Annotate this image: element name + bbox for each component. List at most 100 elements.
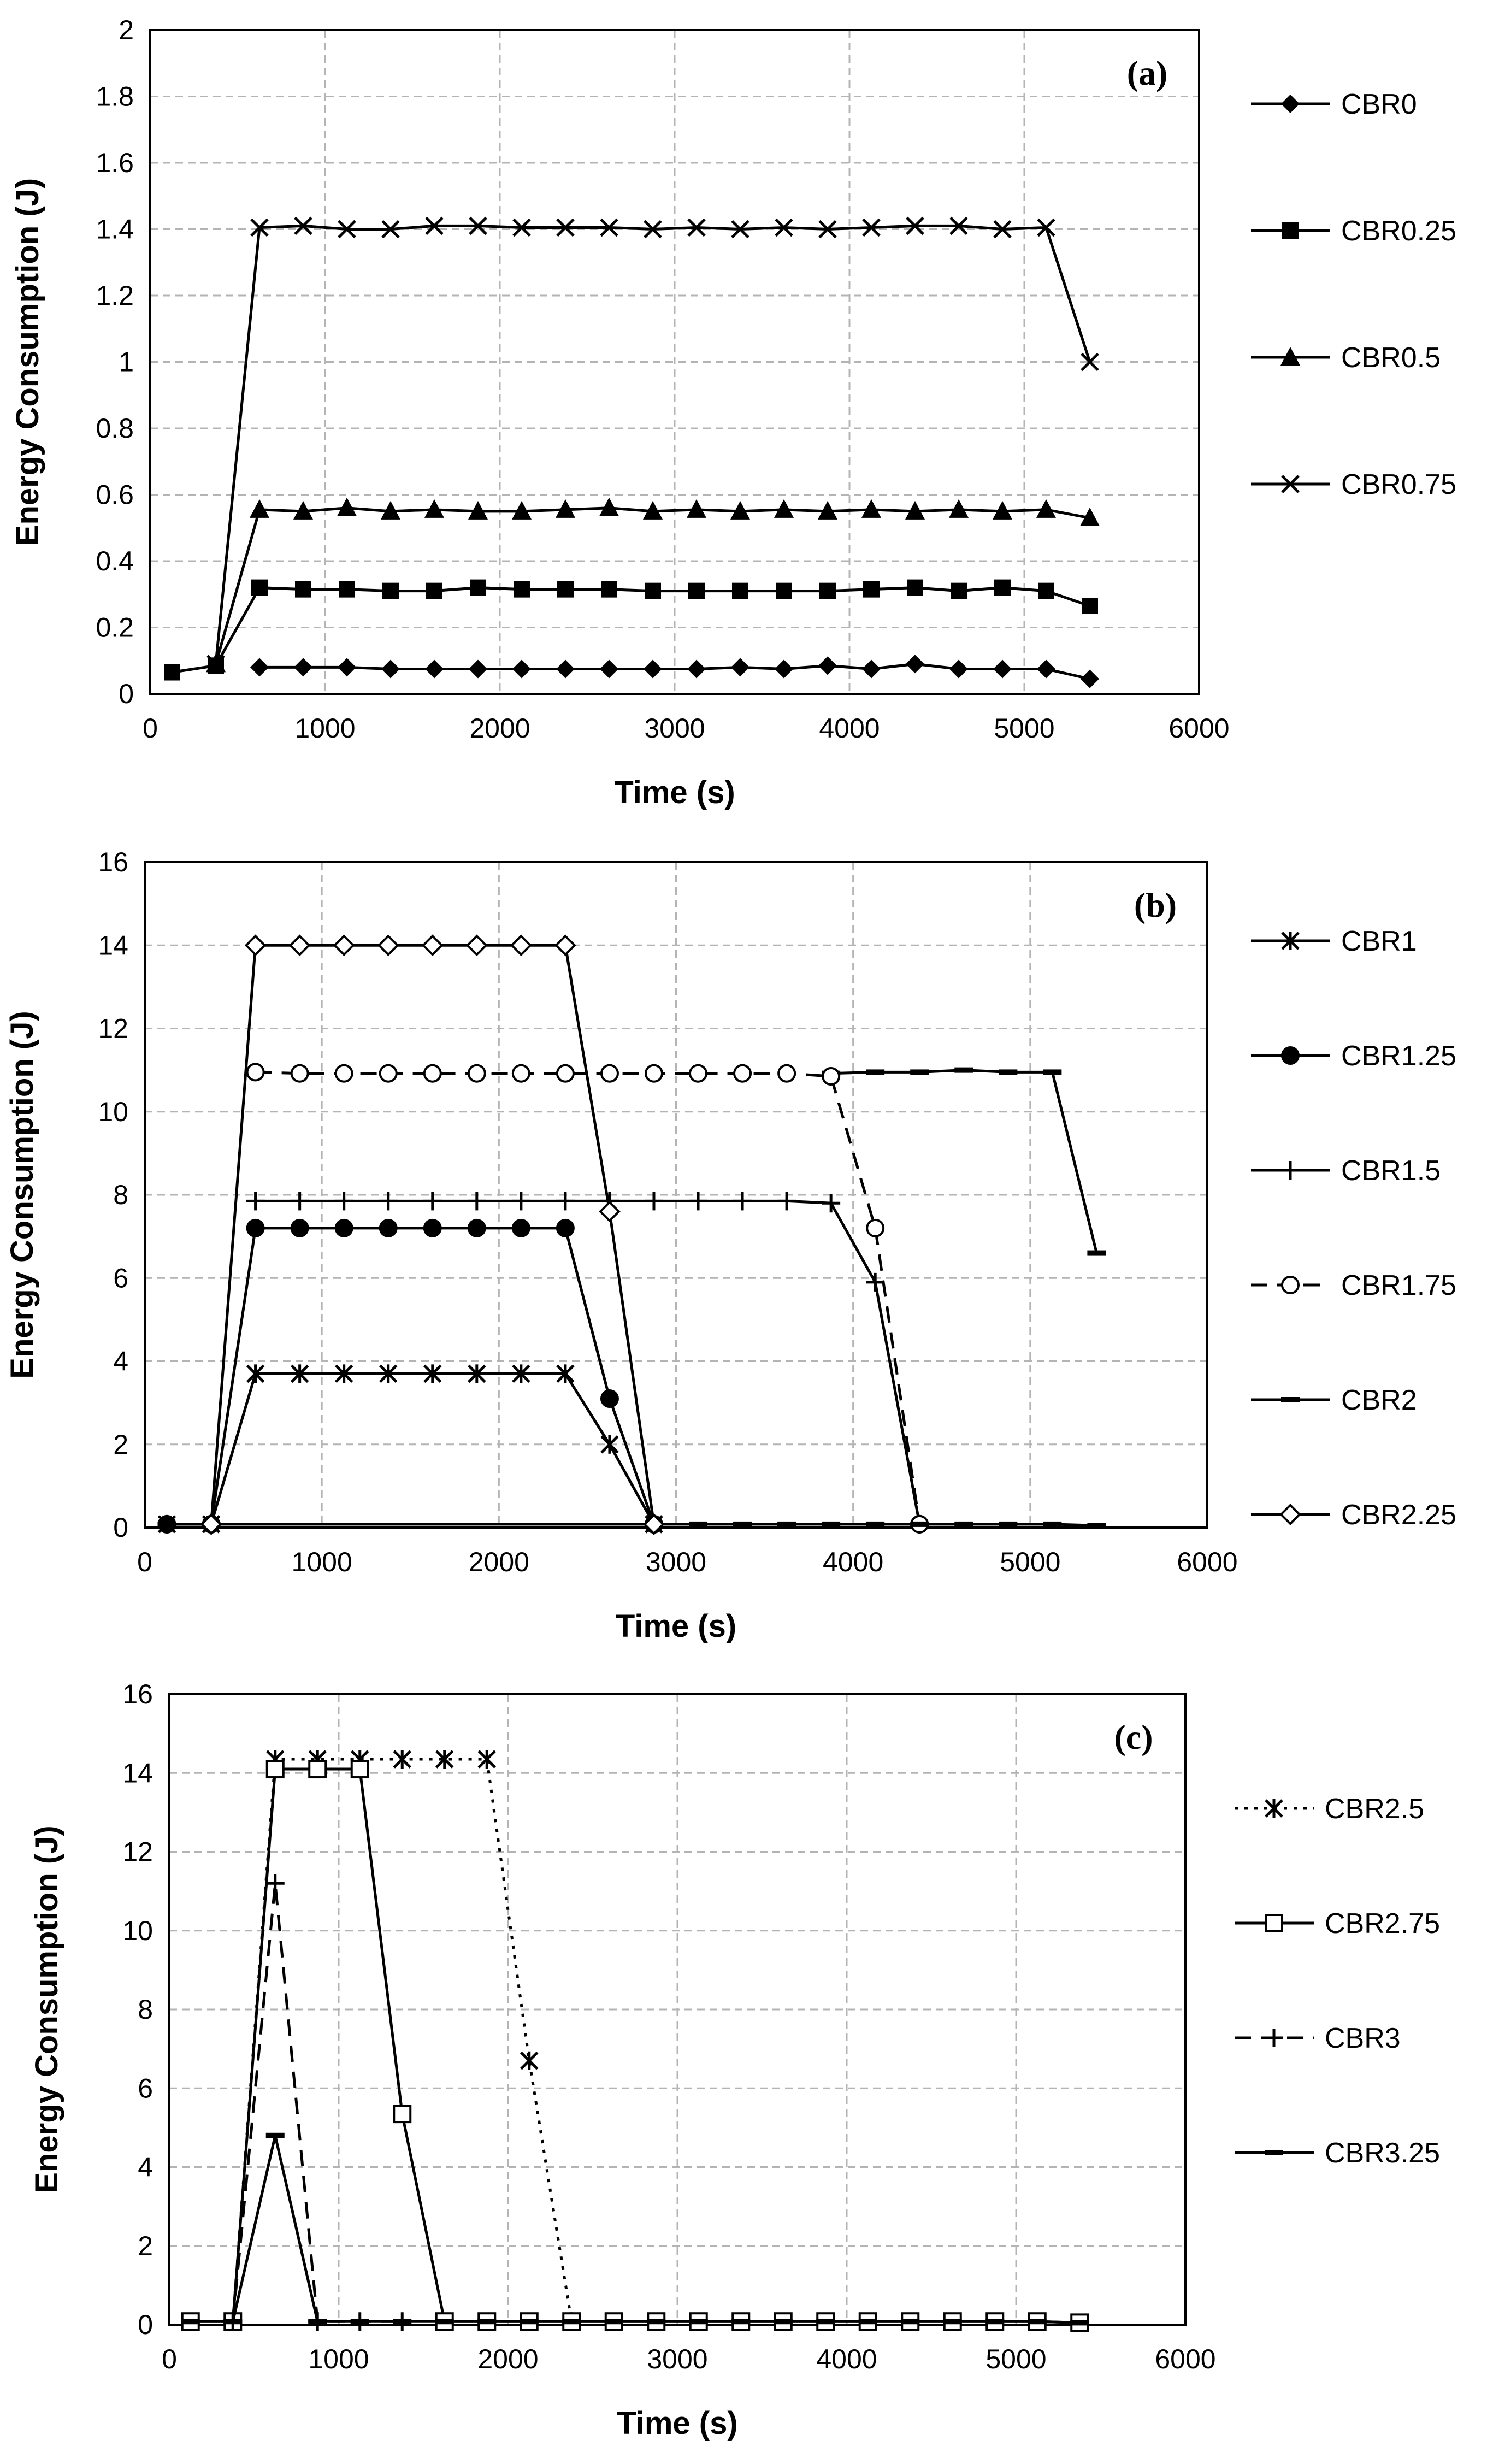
- data-point: [469, 216, 487, 235]
- data-point: [643, 1513, 665, 1535]
- series-line: [231, 1758, 573, 2322]
- legend-entry: CBR0.5: [1251, 342, 1441, 374]
- gridlines: [169, 1694, 1185, 2325]
- gridlines: [145, 862, 1207, 1528]
- data-point: [337, 497, 357, 516]
- data-point: [556, 1064, 575, 1083]
- data-point: [381, 659, 400, 679]
- data-point: [514, 581, 530, 598]
- panel-label: (b): [1134, 886, 1177, 924]
- series-CBR1.5: [246, 1192, 929, 1534]
- data-point: [556, 1218, 575, 1237]
- data-point: [1082, 598, 1098, 615]
- y-tick-label: 14: [98, 930, 128, 960]
- x-tick-label: 1000: [292, 1547, 352, 1577]
- y-tick-label: 0.2: [96, 612, 134, 643]
- data-point: [181, 2319, 200, 2325]
- legend-label: CBR2.25: [1341, 1499, 1456, 1531]
- data-point: [599, 1200, 621, 1223]
- legend-label: CBR1: [1341, 926, 1417, 957]
- legend-entry: CBR1.25: [1251, 1040, 1456, 1072]
- x-tick-label: 4000: [823, 1547, 883, 1577]
- series-CBR0.75: [206, 216, 1099, 674]
- data-point: [562, 2319, 581, 2325]
- x-tick-label: 2000: [477, 2344, 538, 2374]
- data-point: [250, 658, 269, 677]
- data-point: [520, 2319, 539, 2325]
- x-tick-label: 2000: [469, 1547, 529, 1577]
- x-tick-label: 5000: [985, 2344, 1046, 2374]
- data-point: [265, 2132, 285, 2138]
- data-point: [818, 500, 837, 520]
- y-tick-label: 6: [138, 2073, 153, 2103]
- data-point: [819, 582, 836, 599]
- data-point: [731, 220, 750, 239]
- data-point: [906, 655, 924, 674]
- plot-frame: [168, 1693, 1187, 2326]
- data-point: [731, 658, 750, 677]
- data-point: [468, 500, 488, 520]
- data-point: [907, 579, 923, 596]
- legend-label: CBR0.5: [1341, 342, 1441, 374]
- data-point: [600, 659, 618, 679]
- legend-entry: CBR1.75: [1251, 1270, 1456, 1301]
- data-point: [910, 1069, 929, 1075]
- series-CBR0.5: [206, 497, 1100, 673]
- data-point: [290, 1218, 309, 1237]
- data-point: [381, 500, 400, 520]
- data-point: [985, 2319, 1005, 2325]
- data-point: [689, 1192, 708, 1211]
- x-tick-label: 1000: [294, 713, 355, 744]
- data-point: [469, 659, 487, 679]
- data-point: [777, 1064, 796, 1083]
- data-point: [862, 218, 881, 237]
- data-point: [600, 1435, 619, 1454]
- data-point: [334, 1364, 353, 1383]
- data-point: [379, 1192, 398, 1211]
- legend-marker: [1265, 2029, 1283, 2047]
- data-point: [477, 1750, 497, 1769]
- panel-label: (c): [1114, 1718, 1153, 1756]
- data-point: [1037, 218, 1055, 237]
- data-point: [1087, 1523, 1106, 1529]
- data-point: [644, 659, 662, 679]
- x-tick-label: 3000: [647, 2344, 707, 2374]
- data-point: [866, 1218, 885, 1237]
- data-point: [470, 579, 486, 596]
- data-point: [1036, 499, 1056, 518]
- series-line: [172, 586, 1090, 674]
- data-point: [423, 1218, 442, 1237]
- data-point: [379, 1064, 398, 1083]
- data-point: [435, 2319, 454, 2325]
- data-point: [949, 216, 968, 235]
- series-CBR3: [223, 1874, 412, 2331]
- data-point: [689, 2319, 708, 2325]
- data-point: [556, 659, 575, 679]
- data-point: [647, 2319, 666, 2325]
- data-point: [554, 934, 576, 957]
- plot-frame: [144, 861, 1208, 1529]
- legend-entry: CBR0.75: [1251, 469, 1456, 500]
- series-line: [167, 1372, 656, 1526]
- data-point: [822, 1194, 841, 1213]
- x-tick-label: 0: [137, 1547, 152, 1577]
- data-point: [426, 582, 442, 599]
- y-tick-label: 0: [138, 2309, 153, 2340]
- x-tick-label: 6000: [1155, 2344, 1215, 2374]
- data-point: [901, 2319, 920, 2325]
- y-tick-label: 1.6: [96, 148, 134, 178]
- data-point: [1070, 2320, 1089, 2326]
- series-line: [255, 1199, 921, 1525]
- legend-entry: CBR2.75: [1235, 1908, 1440, 1940]
- data-point: [687, 659, 706, 679]
- data-point: [157, 1521, 176, 1527]
- data-point: [265, 1760, 285, 1779]
- data-point: [951, 582, 967, 599]
- data-point: [465, 934, 488, 957]
- legend-marker: [1265, 1799, 1283, 1818]
- x-tick-label: 0: [143, 713, 158, 744]
- data-point: [866, 1521, 885, 1527]
- y-tick-label: 2: [113, 1429, 128, 1460]
- y-tick-label: 1.8: [96, 81, 134, 112]
